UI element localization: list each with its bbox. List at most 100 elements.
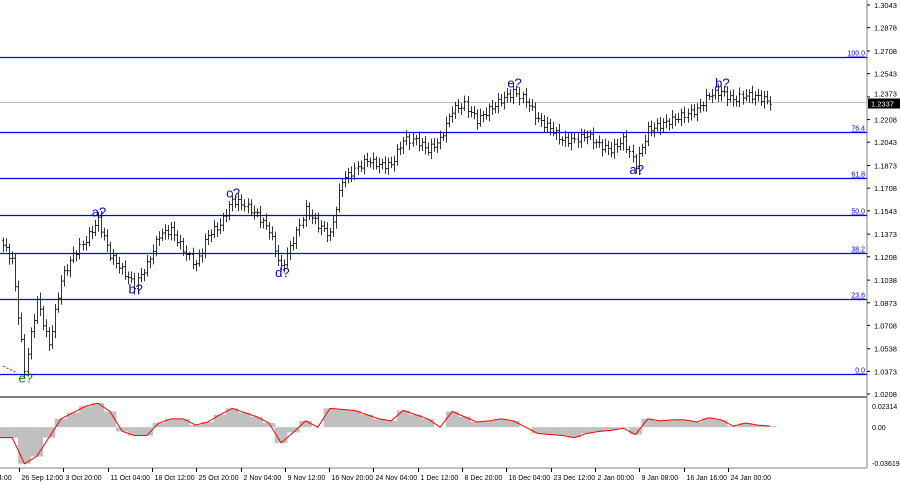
ohlc-bar xyxy=(305,199,308,227)
oscillator-histogram-bar xyxy=(335,409,349,428)
price-tick-label: 1.1373 xyxy=(874,230,897,239)
ohlc-bar xyxy=(528,98,531,113)
ohlc-bar xyxy=(644,134,647,155)
ohlc-bar xyxy=(292,236,295,251)
ohlc-bar xyxy=(531,99,534,111)
ohlc-bar xyxy=(289,241,292,261)
ohlc-bar xyxy=(589,130,592,141)
ohlc-bar xyxy=(381,158,384,170)
ohlc-bar xyxy=(363,154,366,175)
ohlc-bar xyxy=(399,141,402,156)
oscillator-histogram-bar xyxy=(384,420,398,428)
ohlc-bar xyxy=(653,122,656,138)
oscillator-signal-line xyxy=(0,402,771,465)
ohlc-bar xyxy=(54,304,57,339)
ohlc-bar xyxy=(763,90,766,109)
ohlc-bar xyxy=(671,110,674,129)
ohlc-bar xyxy=(198,249,201,267)
time-tick-label: 9 Nov 12:00 xyxy=(288,475,326,482)
wave-label: b? xyxy=(715,76,729,91)
oscillator-histogram-bar xyxy=(714,419,728,428)
ohlc-bar xyxy=(369,157,372,168)
ohlc-bar xyxy=(632,144,635,163)
oscillator-histogram-bar xyxy=(189,425,202,428)
oscillator-histogram-bar xyxy=(176,418,190,428)
ohlc-bar xyxy=(693,103,696,118)
oscillator-histogram-bar xyxy=(164,418,178,428)
ohlc-bar xyxy=(140,268,143,283)
ohlc-bar xyxy=(228,201,231,221)
oscillator-tick-label: 0.00 xyxy=(872,425,886,432)
ohlc-bar xyxy=(106,229,109,252)
ohlc-bar xyxy=(415,134,418,146)
ohlc-bar xyxy=(143,268,146,282)
ohlc-bar xyxy=(185,245,188,261)
ohlc-bar xyxy=(192,247,195,270)
ohlc-bar xyxy=(708,92,711,101)
oscillator-histogram-bar xyxy=(506,420,520,428)
ohlc-bar xyxy=(326,222,329,243)
ohlc-bar xyxy=(155,235,158,257)
time-tick-label: 11 Oct 04:00 xyxy=(111,475,151,482)
ohlc-bar xyxy=(518,87,521,106)
ohlc-bar xyxy=(17,280,20,325)
oscillator-histogram-bar xyxy=(274,427,288,443)
ohlc-bar xyxy=(613,138,616,159)
oscillator-histogram-bar xyxy=(79,406,92,428)
ohlc-bar xyxy=(91,225,94,240)
fib-level-label: 100.0 xyxy=(847,51,865,58)
oscillator-histogram-bar xyxy=(213,414,227,428)
ohlc-bar xyxy=(45,319,48,338)
ohlc-bar xyxy=(347,167,350,184)
ohlc-bar xyxy=(33,313,36,339)
ohlc-bar xyxy=(42,305,45,331)
oscillator-histogram-bar xyxy=(152,423,166,428)
fib-level-label: 76.4 xyxy=(851,126,865,133)
ohlc-bar xyxy=(274,231,277,258)
oscillator-histogram-bar xyxy=(726,426,740,428)
oscillator-tick-label: 0.02314 xyxy=(872,404,897,411)
ohlc-bar xyxy=(659,116,662,136)
ohlc-bar xyxy=(601,139,604,157)
ohlc-bar xyxy=(146,254,149,277)
price-tick-label: 1.1208 xyxy=(874,253,897,262)
ohlc-bar xyxy=(656,118,659,132)
oscillator-histogram-bar xyxy=(751,425,765,428)
price-tick-label: 1.2373 xyxy=(874,90,897,99)
current-price-label: 1.2337 xyxy=(871,100,894,109)
ohlc-bar xyxy=(280,254,283,271)
ohlc-bar xyxy=(647,121,650,147)
ohlc-bar xyxy=(130,271,133,284)
ohlc-bar xyxy=(412,132,415,147)
ohlc-bar xyxy=(702,101,705,112)
ohlc-bar xyxy=(732,89,735,107)
ohlc-bar xyxy=(604,138,607,153)
oscillator-histogram-bar xyxy=(470,421,484,428)
oscillator-histogram-bar xyxy=(458,416,471,428)
ohlc-bar xyxy=(442,132,445,142)
ohlc-bar xyxy=(60,275,63,305)
ohlc-bar xyxy=(405,130,408,146)
ohlc-bar xyxy=(500,94,503,107)
ohlc-bar xyxy=(457,99,460,114)
ohlc-bar xyxy=(460,103,463,116)
oscillator-histogram-bar xyxy=(323,408,337,428)
ohlc-bar xyxy=(82,240,85,251)
ohlc-bar xyxy=(88,227,91,247)
ohlc-bar xyxy=(622,132,625,151)
ohlc-bar xyxy=(726,86,729,107)
ohlc-bar xyxy=(628,145,631,158)
ohlc-bar xyxy=(11,251,14,265)
ohlc-bar xyxy=(152,244,155,265)
ohlc-bar xyxy=(543,115,546,134)
ohlc-bar xyxy=(329,227,332,242)
oscillator-histogram-bar xyxy=(262,423,276,428)
ohlc-bar xyxy=(234,194,237,208)
ohlc-bar xyxy=(372,152,375,170)
wave-label: b? xyxy=(128,282,142,297)
ohlc-bar xyxy=(20,312,23,343)
ohlc-bar xyxy=(760,90,763,106)
oscillator-histogram-bar xyxy=(690,421,704,428)
price-tick-label: 1.2543 xyxy=(874,70,897,79)
